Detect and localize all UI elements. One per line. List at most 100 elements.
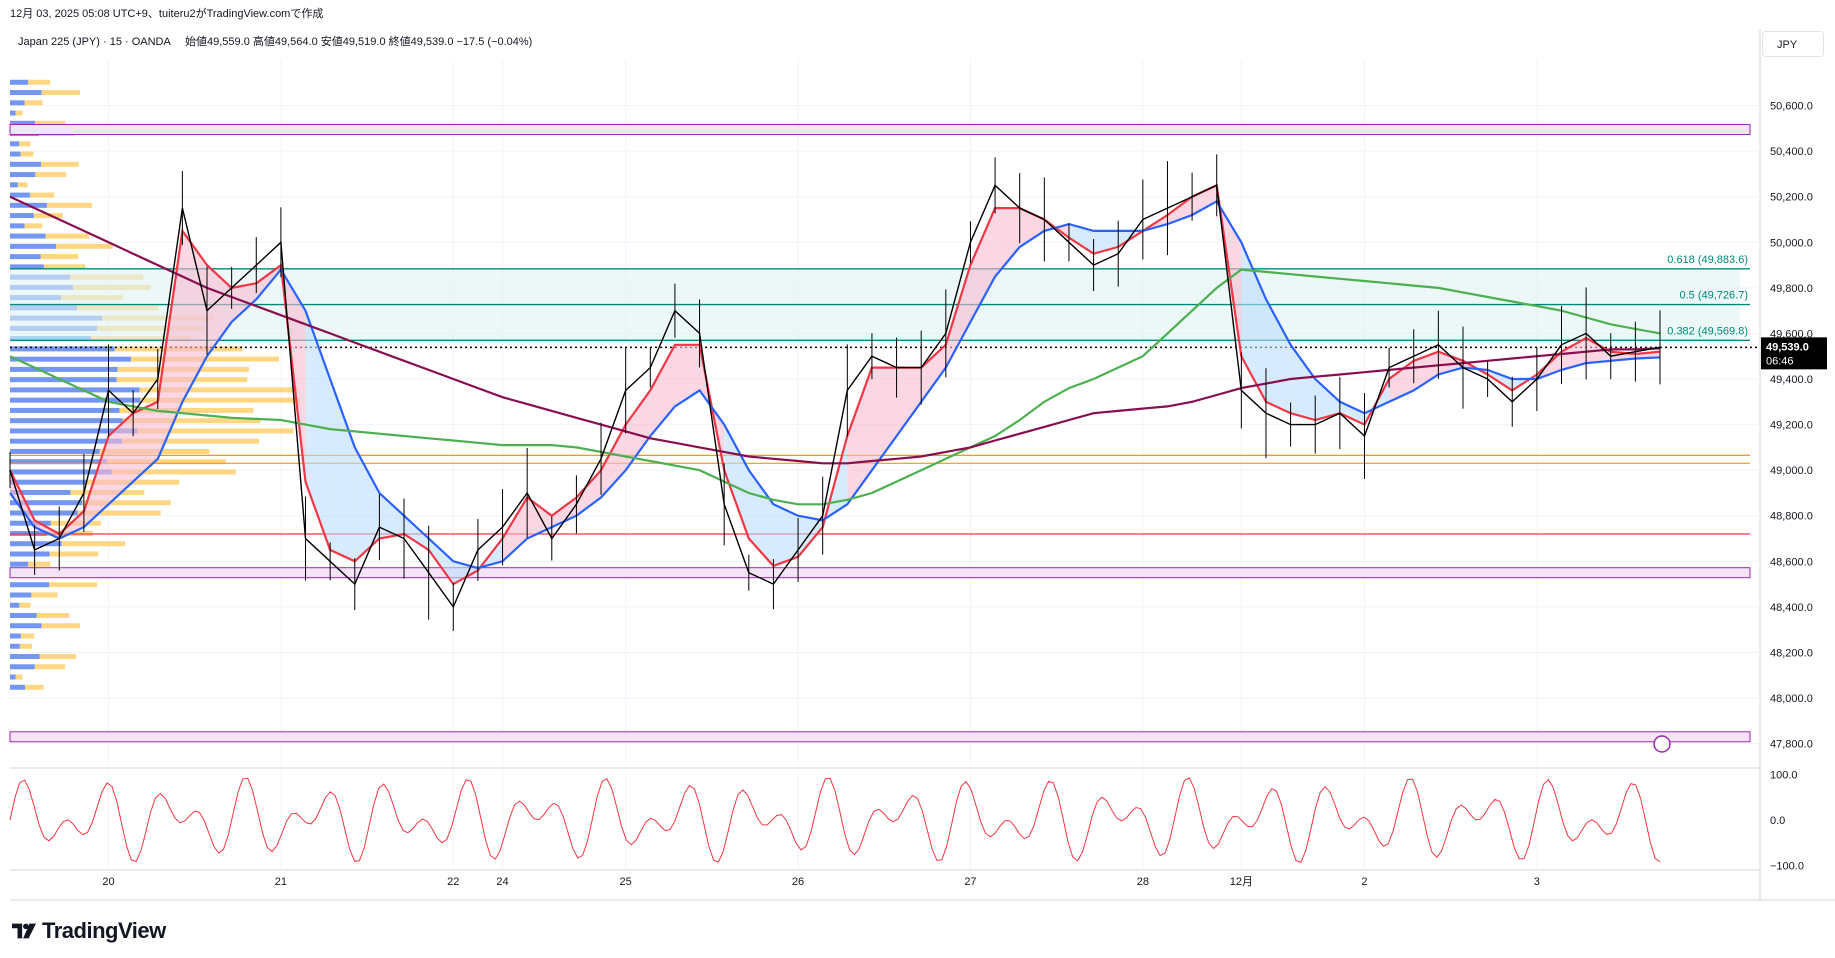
- volume-profile-bar: [10, 541, 62, 547]
- ma-ribbon-fill: [404, 515, 429, 550]
- ma-ribbon-fill: [970, 208, 996, 323]
- time-tick-label: 2: [1361, 876, 1367, 888]
- volume-profile-bar: [10, 551, 50, 557]
- volume-profile-bar: [10, 110, 16, 116]
- ma-ribbon-fill: [502, 497, 528, 562]
- currency-button[interactable]: JPY: [1762, 31, 1824, 57]
- price-tick-label: 49,400.0: [1770, 374, 1813, 386]
- price-tick-label: 48,000.0: [1770, 693, 1813, 705]
- ma-ribbon-fill: [428, 538, 454, 585]
- volume-profile-bar: [10, 100, 25, 106]
- volume-profile-bar: [10, 79, 29, 85]
- support-resistance-band: [9, 124, 1751, 135]
- time-tick-label: 3: [1534, 876, 1540, 888]
- fibonacci-level-label: 0.5 (49,726.7): [1680, 290, 1749, 302]
- volume-profile-bar: [10, 192, 30, 198]
- volume-profile-bar: [139, 387, 298, 393]
- volume-profile-bar: [137, 428, 294, 434]
- oscillator-tick-label: 100.0: [1770, 770, 1798, 782]
- volume-profile-bar: [36, 613, 70, 618]
- volume-profile-bar: [111, 469, 237, 475]
- time-tick-label: 26: [792, 876, 804, 888]
- volume-profile-bar: [10, 664, 35, 670]
- ma-ribbon-fill: [995, 208, 1020, 277]
- volume-profile-bar: [10, 500, 83, 506]
- ma-ribbon-fill: [1315, 379, 1340, 421]
- volume-profile-bar: [10, 643, 20, 649]
- volume-profile-bar: [40, 161, 79, 167]
- time-tick-label: 28: [1137, 876, 1149, 888]
- ma-ribbon-fill: [108, 413, 134, 505]
- alert-icon[interactable]: [1653, 735, 1671, 753]
- ma-ribbon-fill: [133, 401, 158, 482]
- bar-countdown: 06:46: [1766, 355, 1794, 367]
- volume-profile-bar: [40, 254, 79, 260]
- price-tick-label: 48,400.0: [1770, 602, 1813, 614]
- ma-ribbon-fill: [773, 504, 799, 566]
- time-tick-label: 21: [275, 876, 287, 888]
- moving-average-red: [9, 183, 1661, 586]
- volume-profile-bar: [10, 243, 57, 249]
- volume-profile-bar: [10, 397, 141, 403]
- symbol-title: Japan 225 (JPY) · 15 · OANDA: [18, 36, 172, 48]
- ma-ribbon-fill: [576, 470, 602, 516]
- ma-ribbon-fill: [379, 492, 405, 539]
- volume-profile-bar: [39, 654, 76, 660]
- volume-profile-bar: [19, 602, 31, 608]
- volume-profile-bar: [10, 633, 21, 639]
- volume-profile-bar: [34, 664, 66, 670]
- volume-profile-bar: [29, 192, 55, 198]
- volume-profile-bar: [10, 418, 123, 424]
- volume-profile-bar: [10, 469, 112, 475]
- volume-profile-bar: [20, 633, 35, 639]
- volume-profile-bar: [10, 623, 42, 629]
- price-tick-label: 48,800.0: [1770, 511, 1813, 523]
- oscillator-tick-label: −100.0: [1770, 860, 1804, 872]
- volume-profile-bar: [28, 79, 51, 85]
- volume-profile-bar: [10, 151, 21, 157]
- volume-profile-bar: [140, 397, 300, 403]
- volume-profile-bar: [10, 141, 20, 147]
- volume-profile-bar: [10, 510, 78, 516]
- ma-ribbon-fill: [601, 424, 626, 498]
- time-tick-label: 20: [102, 876, 114, 888]
- volume-profile-bar: [24, 223, 43, 229]
- volume-profile-bar: [35, 172, 67, 178]
- volume-profile-bar: [119, 407, 254, 413]
- ma-ribbon-fill: [1241, 242, 1266, 402]
- volume-profile-bar: [10, 254, 41, 260]
- ma-ribbon-fill: [1265, 299, 1291, 414]
- ma-ribbon-fill: [1339, 401, 1365, 425]
- volume-profile-bar: [43, 264, 86, 270]
- volume-profile-bar: [10, 172, 36, 178]
- moving-average-green: [9, 268, 1661, 506]
- volume-profile-bar: [10, 561, 29, 567]
- volume-profile-bar: [25, 684, 44, 690]
- price-tick-label: 50,600.0: [1770, 101, 1813, 113]
- ma-ribbon-fill: [896, 367, 922, 436]
- price-tick-label: 50,400.0: [1770, 146, 1813, 158]
- volume-profile-bar: [10, 356, 131, 362]
- tradingview-logo: TradingView: [12, 918, 166, 944]
- volume-profile-bar: [107, 459, 226, 465]
- oscillator-line: [9, 777, 1661, 863]
- volume-profile-bar: [10, 489, 71, 495]
- volume-profile-bar: [10, 684, 26, 690]
- oscillator-tick-label: 0.0: [1770, 815, 1785, 827]
- price-tick-label: 50,200.0: [1770, 192, 1813, 204]
- volume-profile-bar: [10, 407, 120, 413]
- volume-profile-bar: [10, 366, 118, 372]
- volume-profile-bar: [19, 141, 31, 147]
- volume-profile-bar: [10, 387, 140, 393]
- ma-ribbon-fill: [945, 265, 971, 368]
- ma-ribbon-fill: [1192, 185, 1217, 215]
- volume-profile-bar: [10, 223, 25, 229]
- volume-profile-bar: [10, 654, 40, 660]
- volume-profile-bar: [24, 100, 43, 106]
- ma-ribbon-fill: [1389, 360, 1414, 402]
- volume-profile-bar: [10, 674, 16, 680]
- fibonacci-level-label: 0.382 (49,569.8): [1667, 325, 1748, 337]
- volume-profile-bar: [20, 151, 34, 157]
- ma-ribbon-fill: [305, 310, 331, 550]
